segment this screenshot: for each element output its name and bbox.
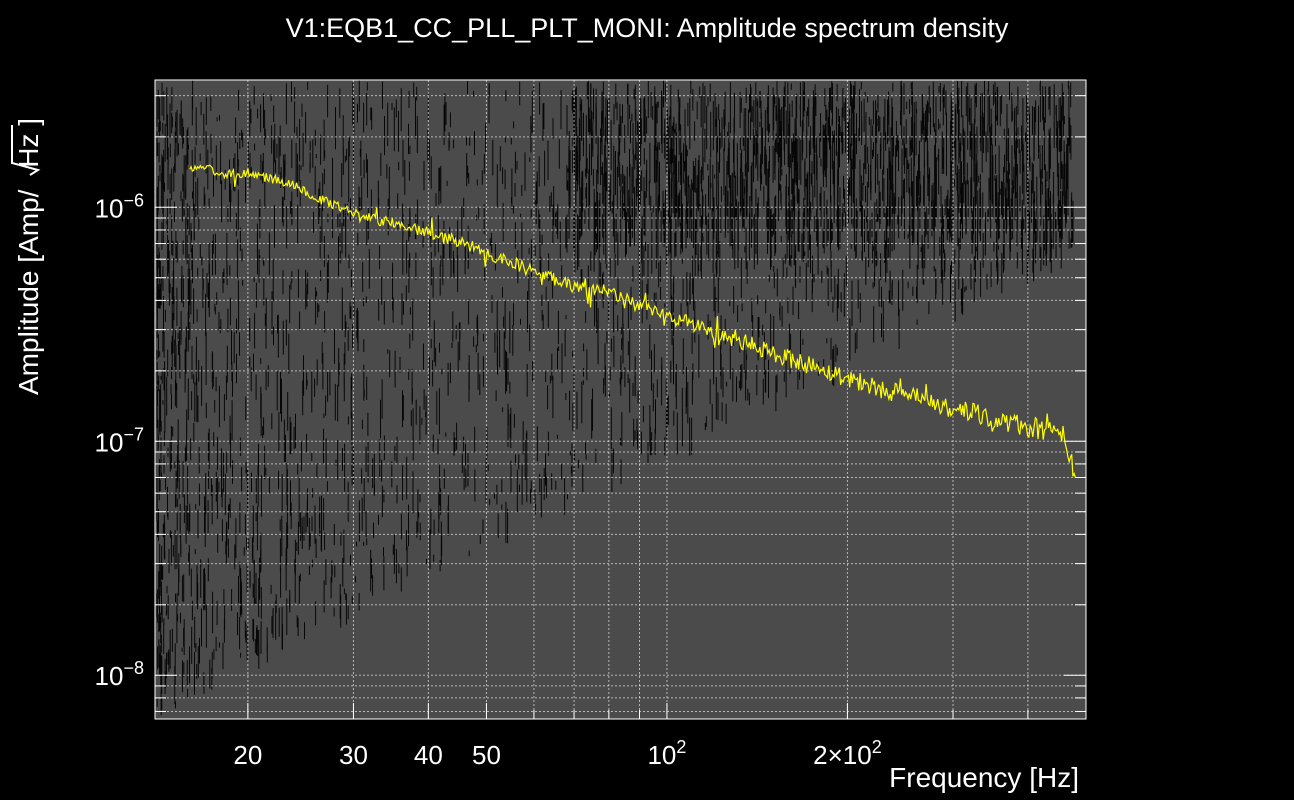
- x-tick-label: 20: [233, 740, 262, 770]
- y-axis-title-radicand: Hz: [13, 134, 44, 168]
- y-axis-title: Amplitude [Amp/ Hz ]: [11, 118, 44, 395]
- x-tick-label: 40: [414, 740, 443, 770]
- tick-labels: 20 30 40 50 102 2×102 10−8 10−7 10−6: [95, 190, 882, 770]
- chart-title: V1:EQB1_CC_PLL_PLT_MONI: Amplitude spect…: [286, 13, 1009, 43]
- x-axis-title: Frequency [Hz]: [889, 762, 1079, 793]
- background-noise-traces: [156, 80, 1074, 716]
- y-axis-title-prefix: Amplitude [Amp/: [13, 182, 44, 395]
- axis-ticks: [155, 95, 1087, 719]
- y-axis-title-suffix: ]: [13, 118, 44, 126]
- plot-border: [154, 79, 1087, 720]
- x-tick-label: 2×102: [813, 737, 882, 770]
- y-tick-label: 10−7: [95, 424, 144, 457]
- x-tick-label: 30: [339, 740, 368, 770]
- x-tick-label: 50: [472, 740, 501, 770]
- y-tick-label: 10−6: [95, 190, 144, 223]
- svg-text:Amplitude [Amp/ Hz: Amplitude [Amp/ Hz ]: [13, 118, 44, 395]
- series-line-asd: [189, 164, 1076, 478]
- y-tick-label: 10−8: [95, 658, 144, 691]
- sqrt-symbol: [11, 125, 41, 176]
- x-tick-label: 102: [647, 737, 686, 770]
- series-layer: [189, 164, 1076, 478]
- grid: [155, 80, 1087, 719]
